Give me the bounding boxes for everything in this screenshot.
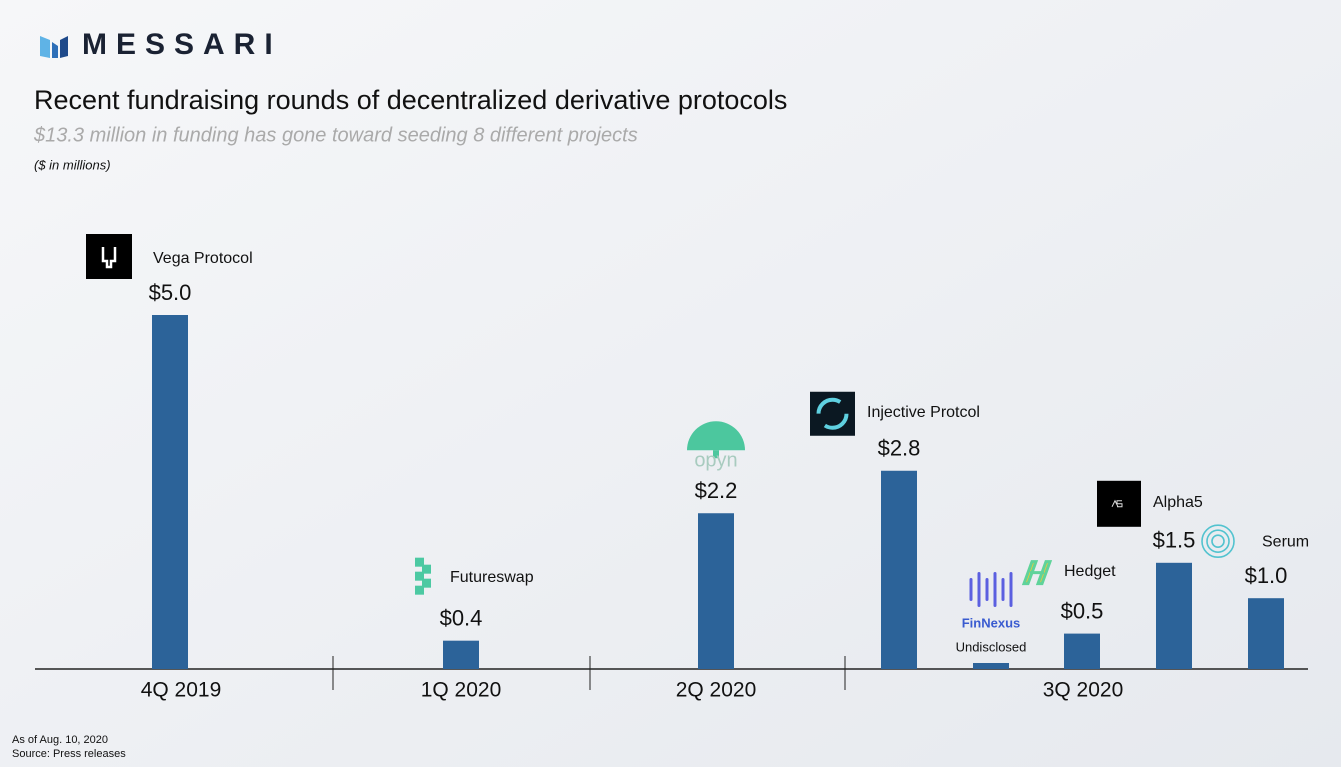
x-group-label: 1Q 2020 [421, 679, 502, 702]
value-label: $0.5 [1061, 598, 1104, 623]
value-label: $1.5 [1153, 528, 1196, 553]
logo [1001, 578, 1005, 601]
brand: MESSARI [82, 28, 282, 61]
footnote: As of Aug. 10, 2020 [12, 734, 108, 746]
category-label: Alpha5 [1153, 494, 1203, 511]
value-label: $2.2 [695, 478, 738, 503]
logo [422, 564, 431, 574]
logo [1111, 499, 1123, 508]
logo [415, 571, 424, 581]
logo [1206, 529, 1230, 554]
value-label: $5.0 [149, 280, 192, 305]
bar [1248, 598, 1284, 669]
bar [1064, 633, 1100, 669]
logo [1009, 572, 1013, 607]
category-label: Vega Protocol [153, 250, 253, 267]
x-group-label: 3Q 2020 [1043, 679, 1124, 702]
bar [698, 513, 734, 669]
category-label: Futureswap [450, 569, 534, 586]
logo [415, 557, 424, 567]
x-group-label: 2Q 2020 [676, 679, 757, 702]
logo [1021, 560, 1053, 586]
logo [985, 578, 989, 601]
logo [1201, 524, 1235, 559]
bar [443, 640, 479, 669]
category-label: opyn [694, 450, 737, 472]
logo [713, 450, 719, 459]
bar [973, 663, 1009, 669]
category-label: Serum [1262, 533, 1309, 550]
brand-logo [40, 36, 68, 58]
logo [977, 572, 981, 607]
bar [152, 315, 188, 669]
category-label: FinNexus [962, 615, 1021, 630]
value-label: $0.4 [440, 605, 483, 630]
chart-title: Recent fundraising rounds of decentraliz… [34, 85, 787, 115]
value-label: $2.8 [878, 436, 921, 461]
logo [969, 578, 973, 601]
logo [816, 397, 849, 430]
value-label: $1.0 [1245, 563, 1288, 588]
logo [101, 247, 117, 269]
logo [1211, 534, 1225, 549]
logo [86, 234, 132, 279]
chart-subtitle: $13.3 million in funding has gone toward… [33, 124, 638, 146]
x-group-label: 4Q 2019 [141, 679, 222, 702]
footnote: Source: Press releases [12, 748, 126, 760]
logo [415, 585, 424, 595]
logo [687, 421, 745, 451]
bar [881, 470, 917, 669]
bar [1156, 562, 1192, 669]
logo [993, 572, 997, 607]
value-label: Undisclosed [956, 639, 1027, 654]
logo [422, 578, 431, 588]
category-label: Injective Protcol [867, 404, 980, 421]
category-label: Hedget [1064, 563, 1116, 580]
unit-note: ($ in millions) [34, 157, 111, 172]
